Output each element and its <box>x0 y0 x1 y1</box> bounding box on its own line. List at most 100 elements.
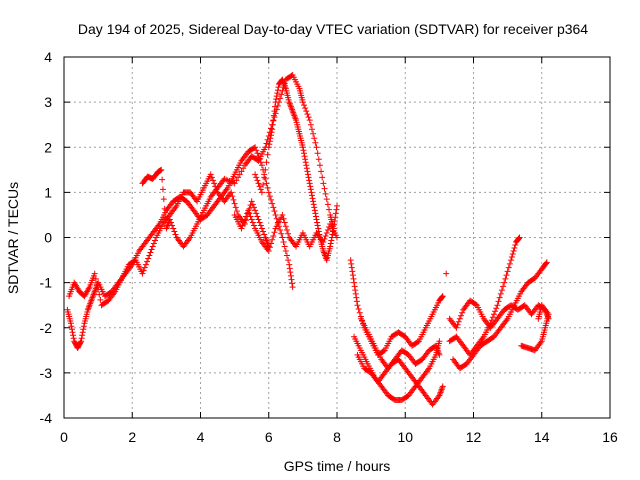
data-point-track-c <box>166 216 173 223</box>
data-point-track-a <box>263 180 270 187</box>
data-point-track-m <box>497 290 504 297</box>
data-point-track-a <box>262 175 269 182</box>
data-point-track-c <box>321 185 328 192</box>
data-point-track-k <box>459 309 466 316</box>
data-point-track-b <box>149 243 156 250</box>
data-point-track-b <box>144 258 151 265</box>
data-point-track-m <box>506 260 513 267</box>
data-point-track-d <box>268 129 275 136</box>
data-point-track-c <box>313 144 320 151</box>
data-point-track-d <box>328 237 335 244</box>
data-point-track-d <box>261 174 268 181</box>
data-point-track-a <box>273 215 280 222</box>
data-point-track-b <box>231 200 238 207</box>
data-point-track-m <box>487 320 494 327</box>
data-point-track-d <box>311 204 318 211</box>
data-point-track-a <box>281 243 288 250</box>
data-point-track-c <box>314 150 321 157</box>
data-point-track-a <box>78 335 85 342</box>
data-point-track-a <box>69 329 76 336</box>
data-point-track-c <box>162 215 169 222</box>
data-point-track-a <box>283 252 290 259</box>
data-point-track-m <box>496 294 503 301</box>
data-point-track-f <box>439 293 446 300</box>
data-point-track-e <box>246 210 253 217</box>
data-point-track-c <box>240 165 247 172</box>
data-point-track-d <box>265 144 272 151</box>
data-point-track-b <box>97 296 104 303</box>
data-point-track-e <box>240 219 247 226</box>
data-point-track-a <box>268 196 275 203</box>
data-point-track-a <box>289 284 296 291</box>
data-point-track-d <box>308 189 315 196</box>
data-point-track-c <box>302 105 309 112</box>
data-point-track-m <box>502 275 509 282</box>
data-point-track-e <box>268 240 275 247</box>
data-point-track-d <box>267 135 274 142</box>
data-point-track-m <box>492 308 499 315</box>
data-point-track-f <box>352 287 359 294</box>
data-point-track-a <box>285 257 292 264</box>
data-point-track-a <box>271 208 278 215</box>
data-point-track-f <box>352 290 359 297</box>
data-point-track-a <box>279 234 286 241</box>
data-point-track-e <box>321 236 328 243</box>
data-point-track-d <box>304 168 311 175</box>
data-point-track-d <box>254 177 261 184</box>
data-point-track-e <box>245 207 252 214</box>
y-tick-label: 3 <box>44 94 52 110</box>
data-point-track-d <box>334 202 340 209</box>
data-point-track-m <box>495 298 502 305</box>
data-point-track-c <box>326 206 333 213</box>
data-point-track-m <box>512 242 519 249</box>
data-point-track-b <box>93 281 100 288</box>
data-point-track-a <box>67 320 74 327</box>
data-point-track-a <box>70 335 77 342</box>
data-point-track-d <box>258 189 265 196</box>
data-point-track-a <box>70 332 77 339</box>
data-point-track-h <box>439 383 446 390</box>
data-point-track-c <box>159 186 166 193</box>
data-point-track-e <box>279 211 286 218</box>
data-point-track-a <box>80 326 87 333</box>
data-point-track-n <box>535 315 542 322</box>
data-point-track-k <box>455 318 462 325</box>
data-point-track-a <box>80 323 87 330</box>
data-point-track-f <box>348 264 355 271</box>
data-point-track-m <box>503 272 510 279</box>
data-point-track-d <box>306 177 313 184</box>
data-point-track-a <box>265 189 272 196</box>
data-point-track-d <box>332 210 339 217</box>
data-point-track-a <box>288 276 295 283</box>
data-point-track-f <box>414 339 421 346</box>
data-point-track-e <box>270 232 277 239</box>
data-point-track-a <box>269 200 276 207</box>
x-tick-label: 6 <box>265 429 273 445</box>
data-point-track-d <box>308 192 315 199</box>
data-point-track-c <box>311 135 318 142</box>
data-point-track-c <box>235 174 242 181</box>
data-point-track-a <box>78 338 85 345</box>
data-point-track-d <box>327 243 334 250</box>
data-point-track-m <box>504 268 511 275</box>
data-point-track-d <box>270 117 277 124</box>
data-point-track-b <box>146 252 153 259</box>
x-tick-label: 0 <box>60 429 68 445</box>
data-point-track-c <box>160 196 167 203</box>
data-point-track-d <box>268 132 275 139</box>
y-tick-label: 4 <box>44 49 52 65</box>
data-point-track-a <box>286 265 293 272</box>
data-point-track-l <box>543 260 550 267</box>
data-point-track-b <box>139 270 146 277</box>
data-point-track-e <box>323 229 330 236</box>
data-point-track-d <box>333 206 340 213</box>
chart-title: Day 194 of 2025, Sidereal Day-to-day VTE… <box>78 21 588 37</box>
data-point-track-l <box>543 259 550 266</box>
data-point-track-d <box>272 103 279 110</box>
data-point-track-d <box>312 210 319 217</box>
data-point-track-c <box>238 168 245 175</box>
y-tick-label: 1 <box>44 184 52 200</box>
y-tick-label: 0 <box>44 230 52 246</box>
data-point-track-d <box>253 174 260 181</box>
data-point-track-d <box>252 171 259 178</box>
